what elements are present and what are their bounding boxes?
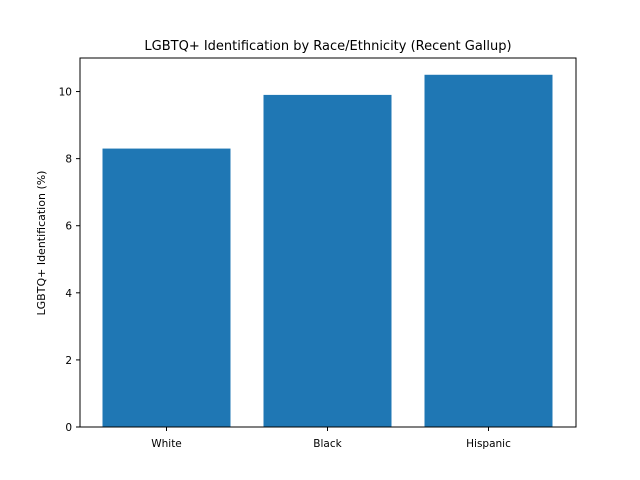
y-tick-label: 0: [65, 422, 72, 434]
y-tick-label: 10: [59, 87, 72, 99]
y-tick-label: 2: [65, 355, 72, 367]
y-axis-label: LGBTQ+ Identification (%): [35, 171, 48, 316]
y-ticks-group: 0 2 4 6 8 10: [59, 87, 80, 434]
y-tick-label: 4: [65, 288, 72, 300]
x-tick-label: White: [151, 438, 182, 450]
y-tick-label: 6: [65, 221, 72, 233]
y-tick-label: 8: [65, 154, 72, 166]
x-tick-label: Black: [313, 438, 342, 450]
x-tick-label: Hispanic: [466, 438, 511, 450]
x-ticks-group: White Black Hispanic: [151, 427, 511, 450]
chart-title: LGBTQ+ Identification by Race/Ethnicity …: [144, 39, 511, 54]
bar-white: [102, 148, 231, 427]
bars-group: [102, 74, 553, 428]
bar-black: [263, 94, 392, 428]
plot-frame: [79, 57, 577, 428]
bar-hispanic: [424, 74, 553, 427]
